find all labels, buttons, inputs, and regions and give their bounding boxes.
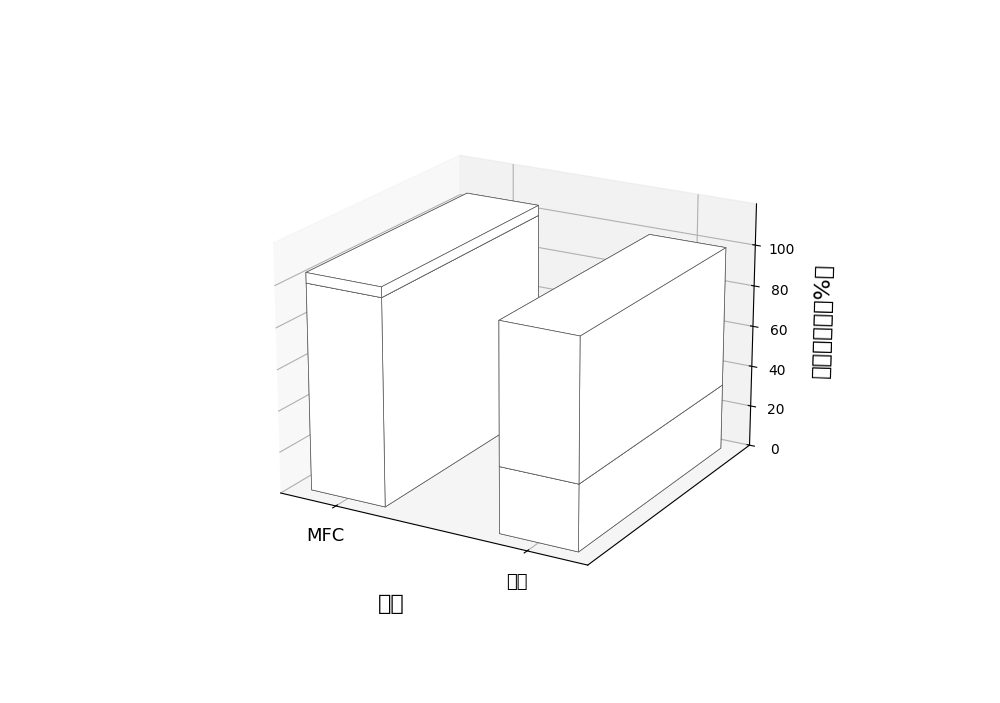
X-axis label: 类别: 类别 (378, 595, 405, 614)
